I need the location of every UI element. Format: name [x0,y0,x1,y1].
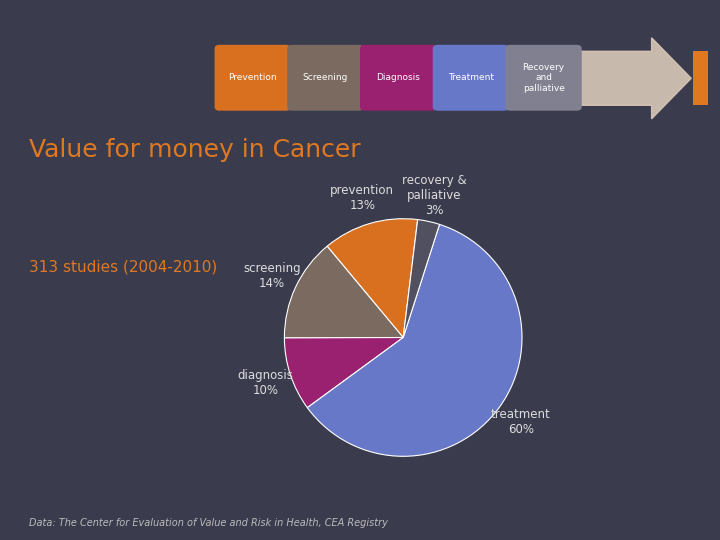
FancyBboxPatch shape [360,45,436,111]
Text: prevention
13%: prevention 13% [330,185,395,212]
Text: Data: The Center for Evaluation of Value and Risk in Health, CEA Registry: Data: The Center for Evaluation of Value… [29,518,387,528]
Text: Treatment: Treatment [448,73,494,82]
FancyBboxPatch shape [505,45,582,111]
Text: Screening: Screening [302,73,348,82]
Text: screening
14%: screening 14% [243,262,301,290]
Text: Recovery
and
palliative: Recovery and palliative [523,63,564,93]
Text: treatment
60%: treatment 60% [491,408,551,436]
Text: Value for money in Cancer: Value for money in Cancer [29,138,361,161]
Wedge shape [307,225,522,456]
Wedge shape [327,219,418,338]
FancyBboxPatch shape [693,51,708,105]
Text: diagnosis
10%: diagnosis 10% [238,369,294,397]
Text: recovery &
palliative
3%: recovery & palliative 3% [402,174,467,218]
Wedge shape [284,338,403,408]
Wedge shape [403,220,439,338]
Text: 313 studies (2004-2010): 313 studies (2004-2010) [29,259,217,274]
FancyBboxPatch shape [215,45,291,111]
Text: Diagnosis: Diagnosis [377,73,420,82]
Polygon shape [216,38,691,119]
FancyBboxPatch shape [287,45,364,111]
Text: Prevention: Prevention [228,73,277,82]
FancyBboxPatch shape [433,45,509,111]
Wedge shape [284,246,403,338]
